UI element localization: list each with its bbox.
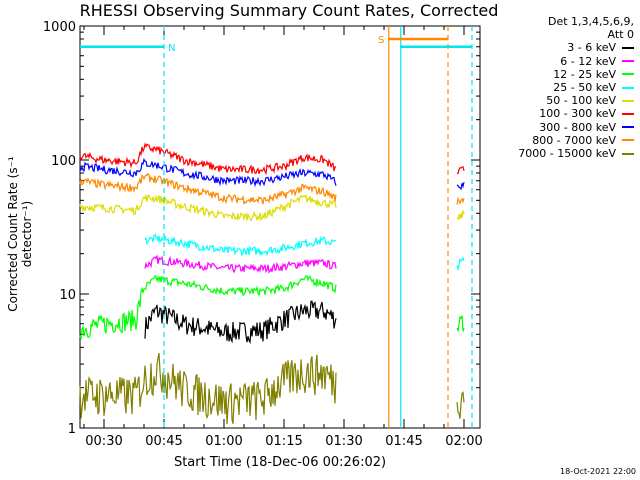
legend-entry: 800 - 7000 keV <box>486 134 634 147</box>
y-tick-label: 1000 <box>43 20 76 35</box>
plot-frame <box>79 25 481 429</box>
legend-swatch <box>622 126 634 129</box>
x-tick-label: 01:45 <box>385 434 422 449</box>
y-tick-label: 1 <box>68 422 76 437</box>
y-tick-label: 10 <box>59 288 76 303</box>
x-tick-label: 01:30 <box>325 434 362 449</box>
series-line-3 <box>144 233 465 272</box>
legend-label: 300 - 800 keV <box>539 120 616 134</box>
legend-label: 100 - 300 keV <box>539 107 616 121</box>
series-line-7 <box>79 172 465 205</box>
series-line-6 <box>79 158 465 191</box>
legend-swatch <box>622 139 634 142</box>
y-axis-label: Corrected Count Rate (s⁻¹ detector⁻¹) <box>6 156 34 312</box>
legend-entry: 7000 - 15000 keV <box>486 147 634 160</box>
legend-entry: 25 - 50 keV <box>486 81 634 94</box>
legend-swatch <box>622 86 634 89</box>
legend-swatch <box>622 73 634 76</box>
legend-entry: 100 - 300 keV <box>486 107 634 120</box>
series-line-0 <box>144 300 337 345</box>
legend: Det 1,3,4,5,6,9, Att 0 3 - 6 keV 6 - 12 k… <box>486 15 634 160</box>
date-stamp: 18-Oct-2021 22:00 <box>560 467 636 476</box>
chart-title: RHESSI Observing Summary Count Rates, Co… <box>79 1 499 20</box>
legend-entry: 3 - 6 keV <box>486 41 634 54</box>
x-tick-label: 00:45 <box>145 434 182 449</box>
flag-label-1: S <box>378 35 384 46</box>
legend-label: 800 - 7000 keV <box>532 133 616 147</box>
series-line-1 <box>144 254 337 274</box>
legend-label: 7000 - 15000 keV <box>518 146 616 160</box>
series-line-5 <box>79 142 465 176</box>
x-tick-label: 02:00 <box>445 434 482 449</box>
legend-entry: 50 - 100 keV <box>486 94 634 107</box>
x-tick-label: 01:00 <box>205 434 242 449</box>
legend-swatch <box>622 112 634 115</box>
legend-label: 25 - 50 keV <box>553 80 616 94</box>
legend-swatch <box>622 47 634 49</box>
legend-entry: 300 - 800 keV <box>486 121 634 134</box>
legend-label: 6 - 12 keV <box>560 54 616 68</box>
legend-label: 12 - 25 keV <box>553 67 616 81</box>
legend-swatch <box>622 99 634 102</box>
series-line-4 <box>79 194 465 222</box>
x-axis-label: Start Time (18-Dec-06 00:26:02) <box>173 455 387 470</box>
flag-label-0: N <box>168 43 175 54</box>
legend-entry: 12 - 25 keV <box>486 68 634 81</box>
x-tick-label: 01:15 <box>265 434 302 449</box>
series-line-2 <box>79 274 465 340</box>
legend-swatch <box>622 60 634 63</box>
x-tick-label: 00:30 <box>85 434 122 449</box>
legend-label: 50 - 100 keV <box>546 94 616 108</box>
legend-entry: 6 - 12 keV <box>486 55 634 68</box>
series-line-8 <box>79 352 465 425</box>
legend-header-line-1: Det 1,3,4,5,6,9, <box>547 15 634 28</box>
legend-label: 3 - 6 keV <box>567 41 616 55</box>
legend-header-line-2: Att 0 <box>607 28 634 42</box>
legend-swatch <box>622 152 634 155</box>
y-tick-label: 100 <box>51 154 76 169</box>
